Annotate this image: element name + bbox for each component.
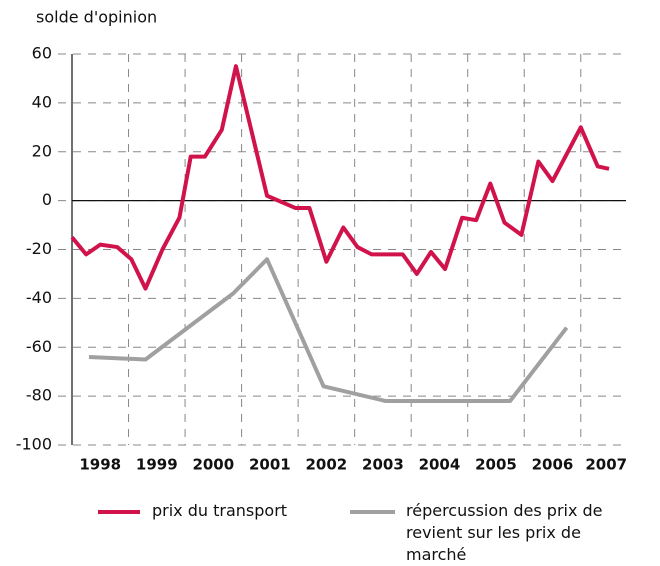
y-tick-label: 40 <box>32 92 52 111</box>
x-tick-label: 1999 <box>136 456 178 474</box>
x-tick-label: 1998 <box>79 456 121 474</box>
data-line <box>88 257 569 404</box>
data-line <box>70 64 610 291</box>
x-tick-label: 2002 <box>306 456 348 474</box>
y-tick-label: 20 <box>32 141 52 160</box>
y-tick-label: -80 <box>26 386 52 405</box>
x-tick-label: 2007 <box>585 456 627 474</box>
x-tick-label: 2003 <box>362 456 404 474</box>
legend-label: prix du transport <box>152 501 288 520</box>
x-tick-label: 2000 <box>192 456 234 474</box>
y-tick-label: 60 <box>32 44 52 63</box>
y-tick-label: 0 <box>42 190 52 209</box>
x-tick-label: 2006 <box>532 456 574 474</box>
legend-label: répercussion des prix de revient sur les… <box>406 501 603 564</box>
x-tick-label: 2004 <box>419 456 461 474</box>
y-axis-label: solde d'opinion <box>36 8 157 27</box>
y-tick-label: -40 <box>26 288 52 307</box>
x-tick-label: 2001 <box>249 456 291 474</box>
y-tick-label: -60 <box>26 337 52 356</box>
y-tick-label: -20 <box>26 239 52 258</box>
x-tick-label: 2005 <box>475 456 517 474</box>
y-tick-label: -100 <box>16 435 52 454</box>
